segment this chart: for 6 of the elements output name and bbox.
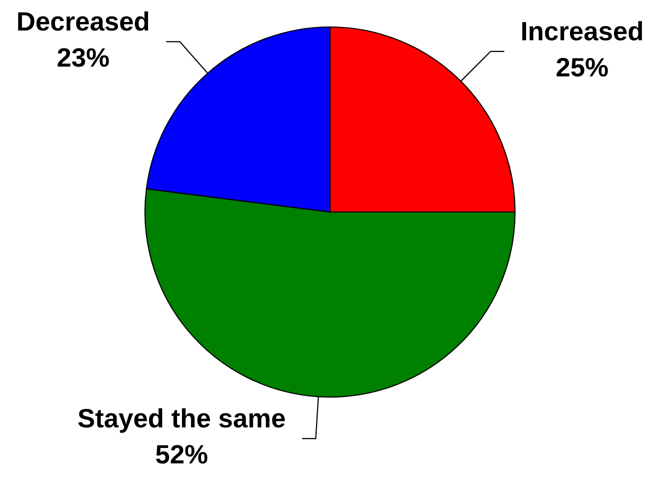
- data-label: 25%: [556, 58, 608, 77]
- slice-label: Decreased: [18, 11, 148, 31]
- slice-label: Increased: [522, 21, 642, 41]
- slice-label: Stayed the same: [78, 408, 285, 433]
- data-label: 23%: [58, 48, 109, 67]
- data-label: 52%: [156, 444, 208, 464]
